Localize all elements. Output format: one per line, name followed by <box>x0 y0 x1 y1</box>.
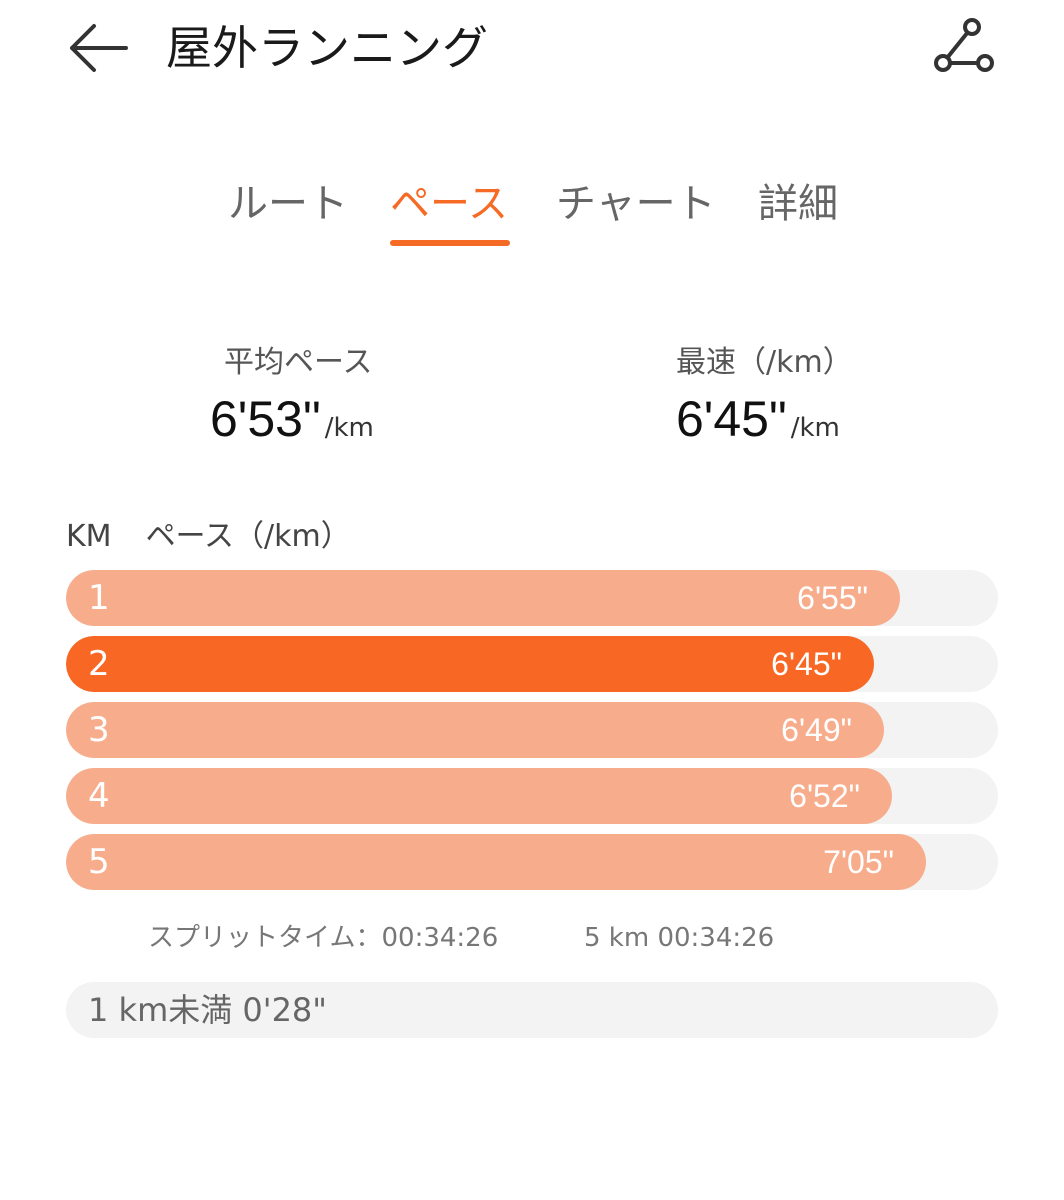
split-km-number: 3 <box>88 710 110 750</box>
fastest-pace-value: 6'45" <box>676 391 787 447</box>
share-button[interactable] <box>928 14 1000 80</box>
split-km-number: 1 <box>88 578 110 618</box>
tab-bar: ルート ペース チャート 詳細 <box>0 168 1064 258</box>
split-row[interactable]: 5 7'05" <box>66 834 998 890</box>
back-arrow-icon <box>70 24 128 72</box>
share-nodes-icon <box>934 18 994 72</box>
fastest-pace-value-row: 6'45"/km <box>676 390 853 448</box>
split-row[interactable]: 4 6'52" <box>66 768 998 824</box>
tab-details[interactable]: 詳細 <box>758 181 838 227</box>
tab-pace[interactable]: ペース <box>390 181 508 227</box>
km-column-header: KM <box>66 519 112 554</box>
pace-bar <box>66 570 900 626</box>
remainder-row: 1 km未満 0'28" <box>66 982 998 1038</box>
fastest-pace-stat: 最速（/km） 6'45"/km <box>676 340 853 448</box>
pace-bar <box>66 834 926 890</box>
avg-pace-value-row: 6'53"/km <box>210 390 374 448</box>
pace-bar <box>66 702 884 758</box>
split-pace-value: 6'55" <box>797 580 868 616</box>
split-row[interactable]: 2 6'45" <box>66 636 998 692</box>
app-header: 屋外ランニング <box>0 0 1064 100</box>
avg-pace-unit: /km <box>324 413 374 443</box>
avg-pace-label: 平均ペース <box>224 345 373 380</box>
page-title: 屋外ランニング <box>166 21 488 75</box>
split-pace-value: 7'05" <box>823 844 894 880</box>
split-km-number: 2 <box>88 644 110 684</box>
avg-pace-value: 6'53" <box>210 391 321 447</box>
pace-column-header: ペース（/km） <box>145 519 351 554</box>
fastest-pace-label: 最速（/km） <box>676 345 853 380</box>
split-time-total: 5 km 00:34:26 <box>584 923 775 953</box>
split-pace-value: 6'45" <box>771 646 842 682</box>
split-row[interactable]: 1 6'55" <box>66 570 998 626</box>
split-pace-value: 6'52" <box>789 778 860 814</box>
split-km-number: 5 <box>88 842 110 882</box>
pace-bar <box>66 768 892 824</box>
back-button[interactable] <box>66 20 132 76</box>
splits-table-header: KM ペース（/km） <box>66 512 351 562</box>
tab-route[interactable]: ルート <box>228 181 348 227</box>
splits-list: 1 6'55" 2 6'45" 3 6'49" 4 6'52" 5 7'05" <box>66 570 998 900</box>
split-km-number: 4 <box>88 776 110 816</box>
split-pace-value: 6'49" <box>781 712 852 748</box>
fastest-pace-unit: /km <box>790 413 840 443</box>
avg-pace-stat: 平均ペース 6'53"/km <box>210 340 374 448</box>
tab-chart[interactable]: チャート <box>556 181 716 227</box>
pace-bar <box>66 636 874 692</box>
active-tab-indicator <box>390 240 510 246</box>
split-time-label: スプリットタイム：00:34:26 <box>148 923 499 953</box>
split-row[interactable]: 3 6'49" <box>66 702 998 758</box>
remainder-label: 1 km未満 0'28" <box>88 991 328 1029</box>
